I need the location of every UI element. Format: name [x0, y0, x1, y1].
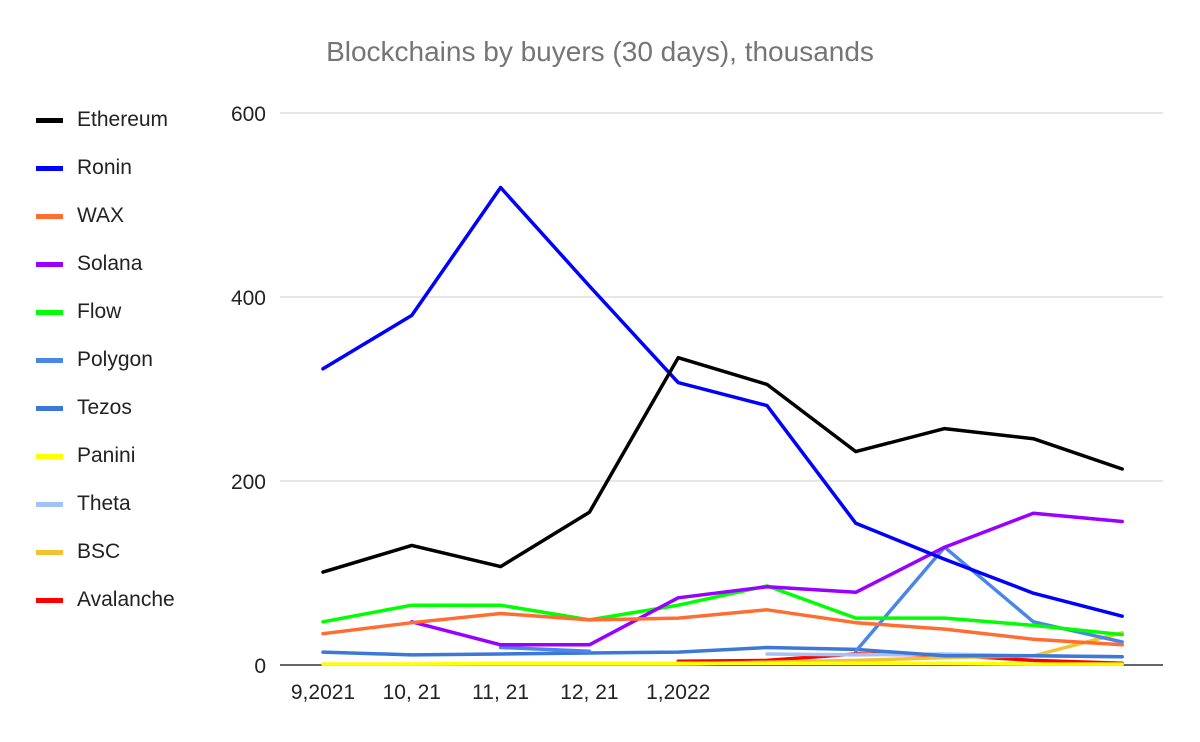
legend-item-panini: Panini	[36, 432, 175, 480]
legend-label: Avalanche	[77, 588, 175, 611]
legend-swatch	[36, 165, 63, 171]
legend-label: Polygon	[77, 348, 153, 371]
y-tick-label: 0	[254, 655, 266, 678]
y-tick-label: 400	[231, 287, 266, 310]
legend-swatch	[36, 405, 63, 411]
legend-label: Tezos	[77, 396, 132, 419]
legend-swatch	[36, 597, 63, 603]
y-tick-label: 600	[231, 103, 266, 126]
legend-item-solana: Solana	[36, 240, 175, 288]
legend-swatch	[36, 357, 63, 363]
series-line-panini	[321, 661, 1124, 666]
x-tick-label: 12, 21	[560, 681, 618, 704]
legend-item-ethereum: Ethereum	[36, 96, 175, 144]
legend-swatch	[36, 453, 63, 459]
legend-swatch	[36, 261, 63, 267]
series-line-polygon	[854, 545, 1124, 653]
legend-label: WAX	[77, 204, 125, 227]
legend-item-flow: Flow	[36, 288, 175, 336]
legend-swatch	[36, 549, 63, 555]
series-line-tezos	[321, 645, 1124, 659]
legend-label: Ethereum	[77, 108, 169, 131]
x-tick-label: 11, 21	[472, 681, 529, 704]
y-tick-label: 200	[231, 471, 266, 494]
legend-item-theta: Theta	[36, 480, 175, 528]
series-line-solana	[410, 511, 1124, 647]
x-tick-label: 1,2022	[646, 681, 710, 704]
legend-swatch	[36, 309, 63, 315]
legend-item-wax: WAX	[36, 192, 175, 240]
legend-item-ronin: Ronin	[36, 144, 175, 192]
series-line-ronin	[321, 185, 1124, 618]
legend-label: Ronin	[77, 156, 132, 179]
legend-swatch	[36, 501, 63, 507]
x-tick-label: 9,2021	[291, 681, 355, 704]
legend-label: Theta	[77, 492, 131, 515]
legend-label: Panini	[77, 444, 136, 467]
legend-swatch	[36, 213, 63, 219]
legend-label: Flow	[77, 300, 122, 323]
chart-title: Blockchains by buyers (30 days), thousan…	[326, 36, 874, 67]
x-tick-label: 10, 21	[383, 681, 441, 704]
legend-label: Solana	[77, 252, 143, 275]
series-line-flow	[321, 584, 1124, 637]
series-line-ethereum	[321, 355, 1124, 574]
legend: Ethereum Ronin WAX Solana Flow Polygon Tezos Pa…	[36, 96, 175, 624]
series-line-wax	[321, 608, 1124, 647]
legend-item-polygon: Polygon	[36, 336, 175, 384]
legend-item-bsc: BSC	[36, 528, 175, 576]
series-line-polygon	[498, 645, 592, 653]
legend-item-avalanche: Avalanche	[36, 576, 175, 624]
legend-label: BSC	[77, 540, 121, 563]
legend-item-tezos: Tezos	[36, 384, 175, 432]
legend-swatch	[36, 117, 63, 123]
